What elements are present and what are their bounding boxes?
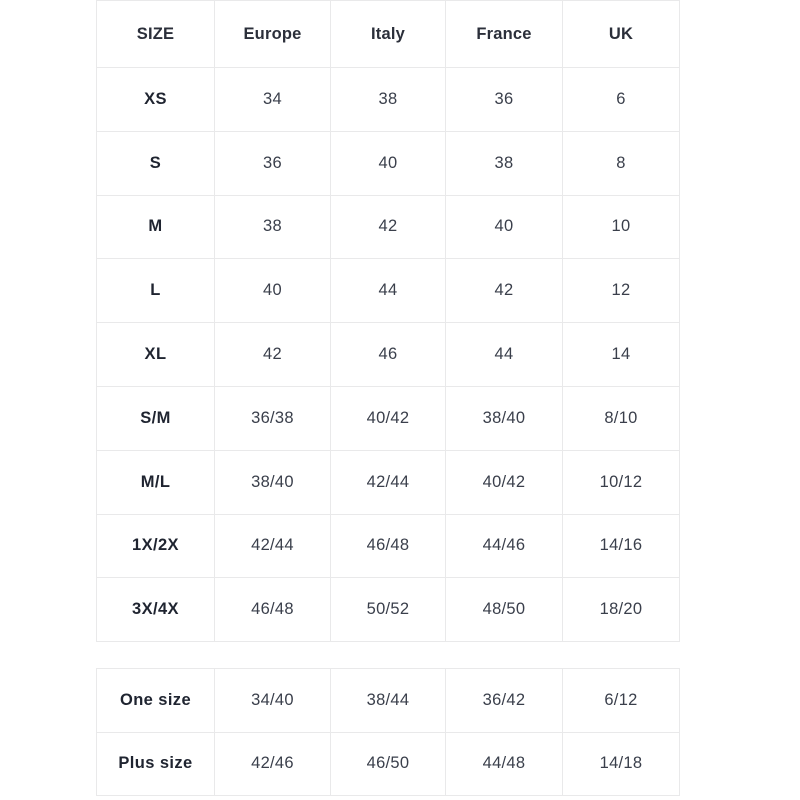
cell-france: 42 [445, 258, 563, 324]
cell-italy: 46/48 [330, 513, 446, 579]
cell-europe: 42/44 [214, 513, 331, 579]
cell-europe: 42/46 [214, 731, 331, 796]
cell-uk: 14 [562, 322, 680, 387]
cell-france: 44 [445, 322, 563, 387]
secondary-size-table: One size 34/40 38/44 36/42 6/12 Plus siz… [96, 668, 680, 796]
cell-italy: 40/42 [330, 385, 446, 451]
primary-size-table: SIZE Europe Italy France UK XS 34 38 36 … [96, 0, 680, 643]
table-header-row: SIZE Europe Italy France UK [96, 0, 680, 68]
cell-europe: 36 [214, 130, 331, 196]
column-header-size: SIZE [96, 0, 215, 68]
cell-uk: 6 [562, 67, 680, 132]
primary-size-table-container: SIZE Europe Italy France UK XS 34 38 36 … [96, 0, 680, 643]
row-label-one-size: One size [96, 668, 215, 733]
table-row: M/L 38/40 42/44 40/42 10/12 [96, 449, 680, 515]
cell-uk: 14/16 [562, 513, 680, 579]
cell-uk: 8 [562, 130, 680, 196]
row-label-1x-2x: 1X/2X [96, 513, 215, 579]
cell-uk: 12 [562, 258, 680, 324]
cell-europe: 46/48 [214, 577, 331, 643]
cell-france: 44/46 [445, 513, 563, 579]
cell-italy: 44 [330, 258, 446, 324]
column-header-europe: Europe [214, 0, 331, 68]
cell-europe: 42 [214, 322, 331, 387]
cell-uk: 6/12 [562, 668, 680, 733]
row-label-xs: XS [96, 67, 215, 132]
cell-europe: 34/40 [214, 668, 331, 733]
cell-europe: 38 [214, 194, 331, 260]
column-header-uk: UK [562, 0, 680, 68]
secondary-table-body: One size 34/40 38/44 36/42 6/12 Plus siz… [96, 668, 680, 796]
cell-uk: 14/18 [562, 731, 680, 796]
table-row: XL 42 46 44 14 [96, 322, 680, 387]
row-label-3x-4x: 3X/4X [96, 577, 215, 643]
table-row: Plus size 42/46 46/50 44/48 14/18 [96, 731, 680, 796]
row-label-m: M [96, 194, 215, 260]
cell-europe: 40 [214, 258, 331, 324]
cell-france: 48/50 [445, 577, 563, 643]
table-row: One size 34/40 38/44 36/42 6/12 [96, 668, 680, 733]
cell-italy: 38 [330, 67, 446, 132]
cell-italy: 42/44 [330, 449, 446, 515]
cell-italy: 46/50 [330, 731, 446, 796]
row-label-m-l: M/L [96, 449, 215, 515]
cell-france: 38/40 [445, 385, 563, 451]
cell-france: 38 [445, 130, 563, 196]
table-row: 3X/4X 46/48 50/52 48/50 18/20 [96, 577, 680, 643]
column-header-italy: Italy [330, 0, 446, 68]
secondary-size-table-container: One size 34/40 38/44 36/42 6/12 Plus siz… [96, 668, 680, 796]
cell-europe: 34 [214, 67, 331, 132]
cell-italy: 40 [330, 130, 446, 196]
cell-france: 40/42 [445, 449, 563, 515]
table-row: S/M 36/38 40/42 38/40 8/10 [96, 385, 680, 451]
table-row: S 36 40 38 8 [96, 130, 680, 196]
row-label-xl: XL [96, 322, 215, 387]
cell-italy: 42 [330, 194, 446, 260]
cell-france: 44/48 [445, 731, 563, 796]
cell-france: 36 [445, 67, 563, 132]
cell-uk: 8/10 [562, 385, 680, 451]
column-header-france: France [445, 0, 563, 68]
row-label-l: L [96, 258, 215, 324]
cell-europe: 36/38 [214, 385, 331, 451]
cell-uk: 10 [562, 194, 680, 260]
row-label-s: S [96, 130, 215, 196]
cell-france: 36/42 [445, 668, 563, 733]
cell-italy: 50/52 [330, 577, 446, 643]
table-row: L 40 44 42 12 [96, 258, 680, 324]
cell-france: 40 [445, 194, 563, 260]
cell-europe: 38/40 [214, 449, 331, 515]
primary-table-header: SIZE Europe Italy France UK [96, 0, 680, 68]
cell-italy: 38/44 [330, 668, 446, 733]
row-label-s-m: S/M [96, 385, 215, 451]
cell-italy: 46 [330, 322, 446, 387]
table-row: 1X/2X 42/44 46/48 44/46 14/16 [96, 513, 680, 579]
cell-uk: 10/12 [562, 449, 680, 515]
cell-uk: 18/20 [562, 577, 680, 643]
table-row: M 38 42 40 10 [96, 194, 680, 260]
row-label-plus-size: Plus size [96, 731, 215, 796]
primary-table-body: XS 34 38 36 6 S 36 40 38 8 M 38 42 [96, 67, 680, 643]
table-row: XS 34 38 36 6 [96, 67, 680, 132]
